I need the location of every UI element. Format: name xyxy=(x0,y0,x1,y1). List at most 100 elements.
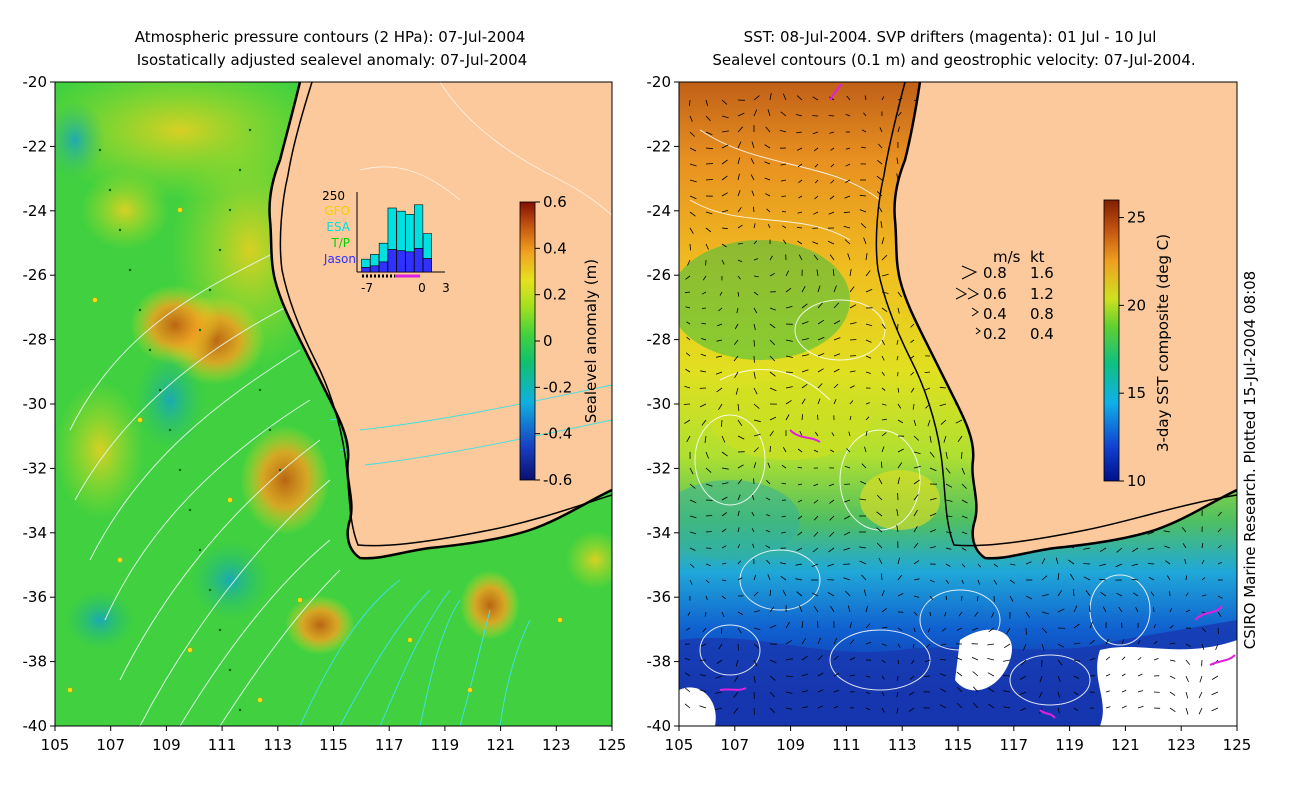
velocity-arrow xyxy=(849,322,857,325)
velocity-arrow xyxy=(715,371,723,375)
velocity-arrow xyxy=(941,627,947,632)
velocity-arrow xyxy=(1057,691,1060,698)
satellite-inset: 250 GFO ESA T/P Jason -7 0 3 xyxy=(322,189,450,295)
y-tick-label: -28 xyxy=(23,331,48,349)
x-tick-label: 107 xyxy=(720,736,749,754)
velocity-arrow xyxy=(753,307,758,314)
velocity-arrow xyxy=(751,528,755,533)
velocity-arrow xyxy=(753,659,758,667)
left-colorbar-label: Sealevel anomaly (m) xyxy=(582,259,600,423)
velocity-arrow xyxy=(814,431,819,437)
left-colorbar: 0.6 0.4 0.2 0 -0.2 -0.4 -0.6 Sealevel anomaly … xyxy=(519,193,600,489)
velocity-arrow xyxy=(814,163,819,168)
sst-warm-patch xyxy=(860,470,940,530)
right-colorbar-label: 3-day SST composite (deg C) xyxy=(1154,234,1172,452)
velocity-arrow xyxy=(1217,611,1222,617)
velocity-arrow xyxy=(689,211,696,217)
velocity-arrow xyxy=(1055,557,1059,565)
velocity-arrow xyxy=(913,627,916,633)
velocity-arrow xyxy=(705,115,711,122)
velocity-arrow xyxy=(721,482,729,485)
velocity-arrow xyxy=(811,592,819,597)
y-tick-label: -34 xyxy=(647,524,672,542)
velocity-arrow xyxy=(1185,643,1191,648)
velocity-arrow xyxy=(878,143,883,149)
velocity-arrow xyxy=(817,368,824,373)
velocity-arrow xyxy=(1132,592,1139,597)
velocity-arrow xyxy=(1215,643,1219,651)
velocity-arrow xyxy=(1083,547,1091,550)
left-title-line2: Isostatically adjusted sealevel anomaly:… xyxy=(137,51,528,69)
velocity-arrow xyxy=(705,595,708,600)
velocity-arrow xyxy=(801,706,808,709)
colorbar-tick-label: -0.6 xyxy=(543,471,572,489)
velocity-arrow xyxy=(1121,689,1127,693)
velocity-arrow xyxy=(736,307,739,314)
velocity-arrow xyxy=(859,209,867,213)
velocity-arrow xyxy=(843,211,851,214)
velocity-arrow xyxy=(1041,594,1049,597)
velocity-arrow xyxy=(879,127,883,133)
velocity-arrow xyxy=(813,483,819,487)
velocity-arrow xyxy=(764,161,771,165)
velocity-arrow xyxy=(737,112,745,117)
velocity-arrow xyxy=(753,387,758,395)
y-tick-label: -32 xyxy=(23,459,48,477)
velocity-arrow xyxy=(799,605,803,613)
velocity-arrow xyxy=(913,525,918,533)
velocity-arrow xyxy=(699,403,707,408)
velocity-arrow xyxy=(1137,673,1143,677)
anomaly-high-area xyxy=(240,425,330,535)
velocity-arrow xyxy=(1131,578,1139,581)
velocity-arrow xyxy=(865,605,868,613)
velocity-arrow xyxy=(1041,575,1048,581)
velocity-arrow xyxy=(766,480,771,485)
velocity-arrow xyxy=(945,483,953,488)
velocity-arrow xyxy=(689,115,693,122)
velocity-arrow xyxy=(940,419,947,425)
velocity-arrow xyxy=(1164,545,1171,549)
x-tick-label: 105 xyxy=(665,736,694,754)
velocity-arrow xyxy=(705,451,709,459)
velocity-arrow xyxy=(897,307,900,314)
velocity-arrow xyxy=(705,579,710,584)
velocity-arrow xyxy=(733,355,739,362)
velocity-arrow xyxy=(956,702,963,709)
inset-bar-jason xyxy=(387,249,397,273)
velocity-arrow xyxy=(961,451,963,459)
velocity-arrow xyxy=(801,414,803,421)
y-tick-label: -26 xyxy=(647,266,672,284)
velocity-arrow xyxy=(797,515,803,520)
cloud-mask xyxy=(1097,640,1237,726)
velocity-arrow xyxy=(849,674,856,677)
velocity-arrow xyxy=(1217,562,1222,565)
velocity-arrow xyxy=(801,383,808,389)
velocity-arrow xyxy=(833,383,839,389)
velocity-arrow xyxy=(797,448,803,453)
velocity-arrow xyxy=(958,611,963,617)
velocity-arrow xyxy=(945,531,952,533)
velocity-arrow xyxy=(897,659,900,665)
velocity-arrow xyxy=(1135,607,1139,613)
colorbar-tick-label: 0 xyxy=(543,332,553,350)
land-australia-right xyxy=(894,82,1237,559)
velocity-arrow xyxy=(844,515,851,520)
velocity-arrow xyxy=(699,705,707,709)
velocity-arrow xyxy=(1057,675,1061,682)
velocity-arrow xyxy=(1102,606,1107,613)
velocity-arrow xyxy=(976,595,979,602)
right-y-axis: -20 -22 -24 -26 -28 -30 -32 -34 -36 -38 -40 xyxy=(647,73,679,735)
velocity-arrow xyxy=(830,163,835,168)
velocity-arrow xyxy=(988,687,995,693)
velocity-arrow xyxy=(845,113,851,117)
inset-legend-tp: T/P xyxy=(330,236,350,250)
velocity-arrow xyxy=(684,657,691,661)
velocity-arrow xyxy=(816,269,819,277)
velocity-arrow xyxy=(733,707,739,714)
velocity-arrow xyxy=(828,211,835,215)
velocity-arrow xyxy=(801,655,808,661)
velocity-arrow xyxy=(753,371,756,379)
velocity-arrow xyxy=(769,355,776,362)
velocity-arrow xyxy=(721,175,728,181)
cloud-mask xyxy=(955,629,1012,691)
